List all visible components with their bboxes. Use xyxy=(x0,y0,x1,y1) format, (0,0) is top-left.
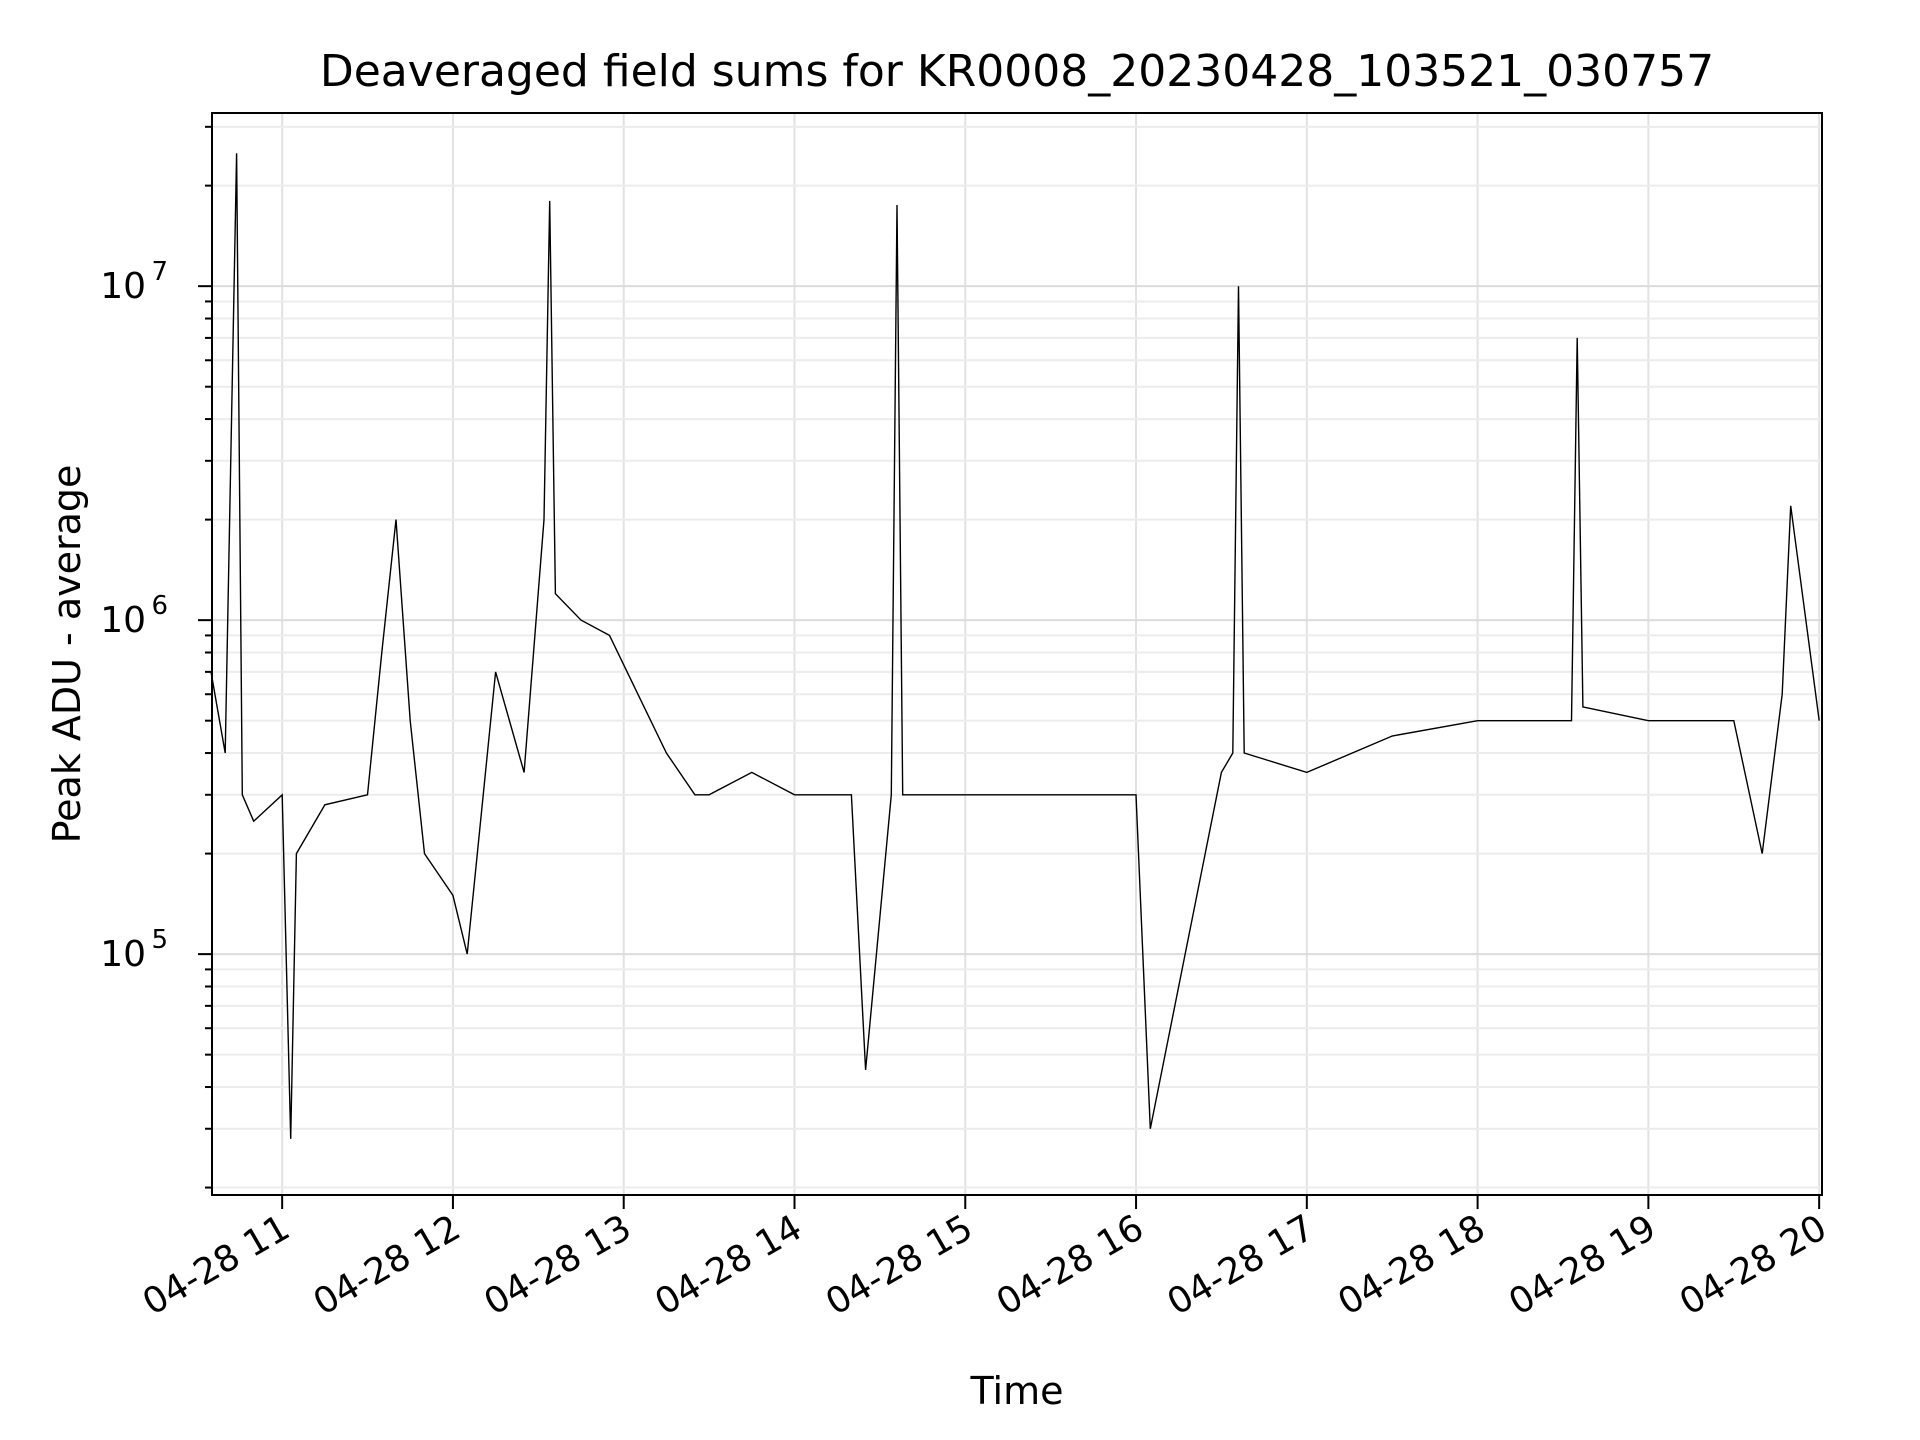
y-tick-label: 10 xyxy=(100,600,146,641)
y-axis-label: Peak ADU - average xyxy=(45,465,89,844)
y-tick-label-exponent: 6 xyxy=(151,591,168,621)
y-tick-label-exponent: 7 xyxy=(151,257,168,287)
y-tick-label: 10 xyxy=(100,266,146,307)
x-axis-label: Time xyxy=(970,1369,1064,1413)
y-tick-label: 10 xyxy=(100,934,146,975)
plot-frame xyxy=(211,112,1823,1196)
series-line xyxy=(210,153,1820,1139)
chart-title: Deaveraged field sums for KR0008_2023042… xyxy=(320,46,1714,97)
y-tick-label-exponent: 5 xyxy=(151,925,168,955)
data-layer xyxy=(210,153,1820,1139)
y-tick-label-base: 10 xyxy=(100,266,146,307)
grid xyxy=(212,113,1822,1195)
y-tick-label-base: 10 xyxy=(100,934,146,975)
y-tick-label-base: 10 xyxy=(100,600,146,641)
